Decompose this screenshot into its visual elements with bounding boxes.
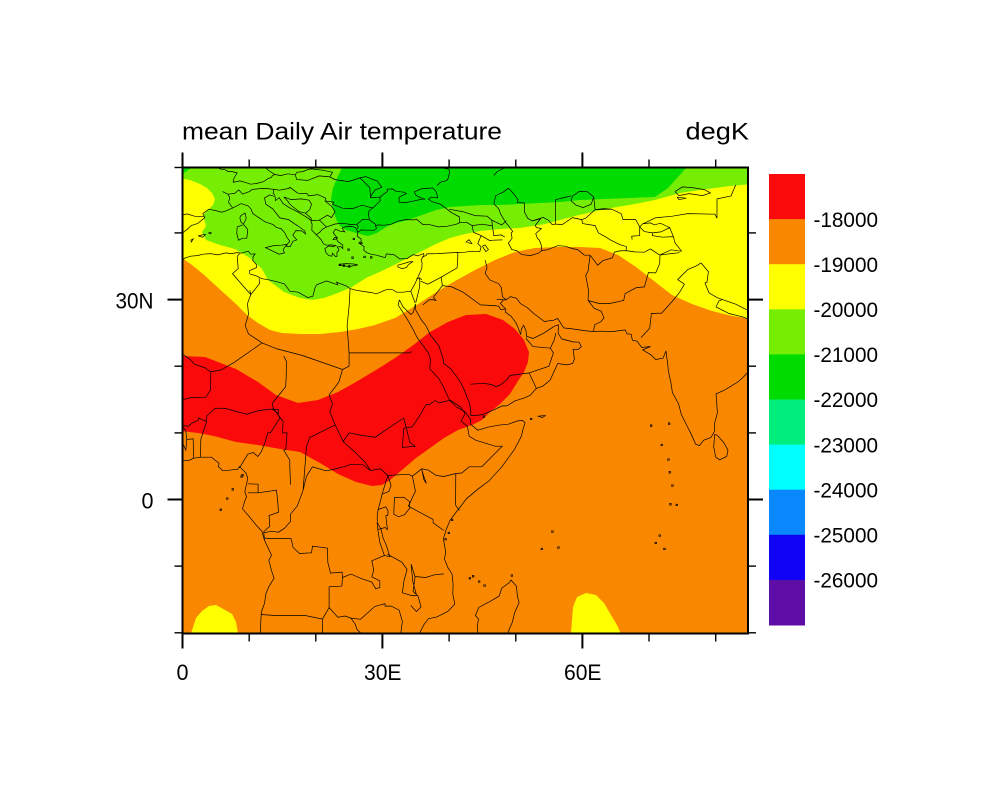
svg-text:30E: 30E: [364, 660, 402, 685]
svg-text:-23000: -23000: [814, 433, 879, 457]
svg-text:-19000: -19000: [814, 253, 879, 277]
svg-text:degK: degK: [686, 119, 750, 146]
svg-text:0: 0: [177, 660, 189, 685]
svg-text:0: 0: [142, 489, 154, 514]
svg-text:-22000: -22000: [814, 388, 879, 412]
svg-text:60E: 60E: [564, 660, 602, 685]
svg-text:30N: 30N: [116, 289, 154, 314]
svg-text:-25000: -25000: [814, 524, 879, 548]
svg-text:-26000: -26000: [814, 569, 879, 593]
svg-text:-24000: -24000: [814, 478, 879, 502]
svg-text:-20000: -20000: [814, 298, 879, 322]
svg-text:mean Daily Air temperature: mean Daily Air temperature: [182, 119, 502, 146]
svg-text:-18000: -18000: [814, 208, 879, 232]
svg-text:-21000: -21000: [814, 343, 879, 367]
